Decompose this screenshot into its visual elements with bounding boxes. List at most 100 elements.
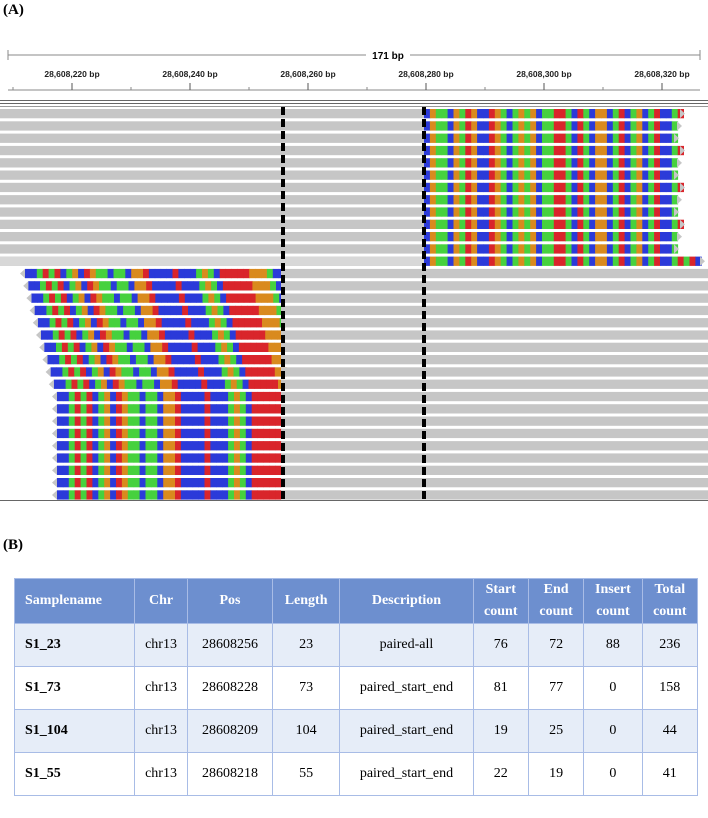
soft-clip-base bbox=[45, 281, 53, 291]
soft-clip-base bbox=[57, 416, 64, 426]
soft-clip-base bbox=[46, 305, 53, 316]
soft-clip-base bbox=[143, 268, 150, 279]
soft-clip-base bbox=[459, 182, 466, 193]
soft-clip-base bbox=[194, 330, 201, 340]
soft-clip-base bbox=[204, 428, 211, 439]
soft-clip-base bbox=[208, 318, 216, 328]
soft-clip-base bbox=[274, 367, 282, 377]
soft-clip-base bbox=[612, 182, 620, 193]
soft-clip-base bbox=[34, 281, 41, 291]
soft-clip-base bbox=[245, 453, 253, 463]
soft-clip-base bbox=[62, 478, 70, 488]
soft-clip-base bbox=[142, 379, 149, 389]
read-row bbox=[52, 428, 708, 439]
soft-clip-base bbox=[224, 379, 232, 389]
soft-clip-base bbox=[175, 281, 182, 291]
soft-clip-base bbox=[191, 342, 198, 352]
soft-clip-base bbox=[500, 256, 507, 266]
soft-clip-base bbox=[192, 441, 199, 451]
read-aligned bbox=[281, 268, 708, 279]
soft-clip-base bbox=[577, 256, 584, 266]
soft-clip-base bbox=[506, 133, 513, 143]
soft-clip-base bbox=[237, 293, 245, 303]
soft-clip-base bbox=[210, 441, 217, 451]
soft-clip-base bbox=[571, 109, 578, 119]
soft-clip-base bbox=[618, 207, 625, 217]
soft-clip-base bbox=[424, 195, 431, 205]
soft-clip-base bbox=[174, 367, 181, 377]
soft-clip-base bbox=[192, 428, 199, 439]
read-aligned bbox=[0, 133, 424, 143]
soft-clip-base bbox=[553, 207, 561, 217]
soft-clip-base bbox=[74, 465, 81, 475]
soft-clip-base bbox=[453, 182, 460, 193]
soft-clip-base bbox=[235, 330, 242, 340]
soft-clip-base bbox=[204, 490, 211, 500]
soft-clip-base bbox=[86, 441, 93, 451]
soft-clip-base bbox=[186, 391, 194, 402]
soft-clip-base bbox=[110, 478, 117, 488]
soft-clip-base bbox=[636, 256, 643, 266]
soft-clip-base bbox=[60, 293, 68, 303]
soft-clip-base bbox=[483, 133, 490, 143]
soft-clip-base bbox=[56, 342, 63, 352]
soft-clip-base bbox=[265, 355, 272, 365]
soft-clip-base bbox=[494, 170, 502, 180]
soft-clip-base bbox=[512, 219, 519, 229]
soft-clip-base bbox=[424, 182, 431, 193]
soft-clip-base bbox=[660, 145, 667, 156]
soft-clip-base bbox=[559, 195, 566, 205]
soft-clip-base bbox=[571, 145, 578, 156]
soft-clip-base bbox=[453, 195, 460, 205]
soft-clip-base bbox=[40, 281, 47, 291]
soft-clip-base bbox=[435, 121, 443, 131]
soft-clip-base bbox=[269, 428, 276, 439]
soft-clip-base bbox=[263, 478, 270, 488]
soft-clip-base bbox=[671, 232, 679, 242]
soft-clip-base bbox=[222, 453, 229, 463]
soft-clip-base bbox=[571, 195, 578, 205]
soft-clip-base bbox=[494, 158, 502, 168]
read-row bbox=[0, 121, 682, 131]
soft-clip-base bbox=[146, 281, 153, 291]
table-cell: 25 bbox=[527, 709, 585, 753]
soft-clip-base bbox=[150, 367, 158, 377]
soft-clip-base bbox=[601, 195, 608, 205]
table-row: S1_23 chr13 28608256 23 paired-all 76 72 88 236 bbox=[14, 623, 699, 667]
soft-clip-base bbox=[170, 330, 178, 340]
soft-clip-base bbox=[110, 490, 117, 500]
soft-clip-base bbox=[630, 158, 637, 168]
soft-clip-base bbox=[500, 219, 507, 229]
read-arrow bbox=[677, 195, 682, 205]
soft-clip-base bbox=[524, 145, 531, 156]
soft-clip-base bbox=[126, 342, 134, 352]
soft-clip-base bbox=[62, 367, 69, 377]
read-row bbox=[52, 453, 708, 463]
soft-clip-base bbox=[245, 478, 253, 488]
soft-clip-base bbox=[483, 219, 490, 229]
soft-clip-base bbox=[257, 478, 264, 488]
ruler-tick-label: 28,608,260 bp bbox=[280, 69, 335, 79]
soft-clip-base bbox=[660, 109, 667, 119]
soft-clip-base bbox=[565, 158, 572, 168]
soft-clip-base bbox=[542, 109, 549, 119]
read-aligned bbox=[281, 342, 708, 352]
soft-clip-base bbox=[256, 318, 263, 328]
soft-clip-base bbox=[459, 207, 466, 217]
soft-clip-base bbox=[70, 330, 77, 340]
soft-clip-base bbox=[547, 170, 555, 180]
soft-clip-base bbox=[183, 355, 190, 365]
soft-clip-base bbox=[175, 465, 182, 475]
soft-clip-base bbox=[163, 281, 171, 291]
read-row bbox=[52, 465, 708, 475]
soft-clip-base bbox=[524, 195, 531, 205]
soft-clip-base bbox=[90, 293, 97, 303]
soft-clip-base bbox=[269, 465, 276, 475]
soft-clip-base bbox=[141, 330, 148, 340]
soft-clip-base bbox=[180, 404, 188, 414]
soft-clip-base bbox=[104, 465, 111, 475]
soft-clip-base bbox=[81, 305, 89, 316]
soft-clip-base bbox=[157, 428, 164, 439]
column-header-text: Description bbox=[371, 593, 442, 608]
soft-clip-base bbox=[648, 219, 655, 229]
